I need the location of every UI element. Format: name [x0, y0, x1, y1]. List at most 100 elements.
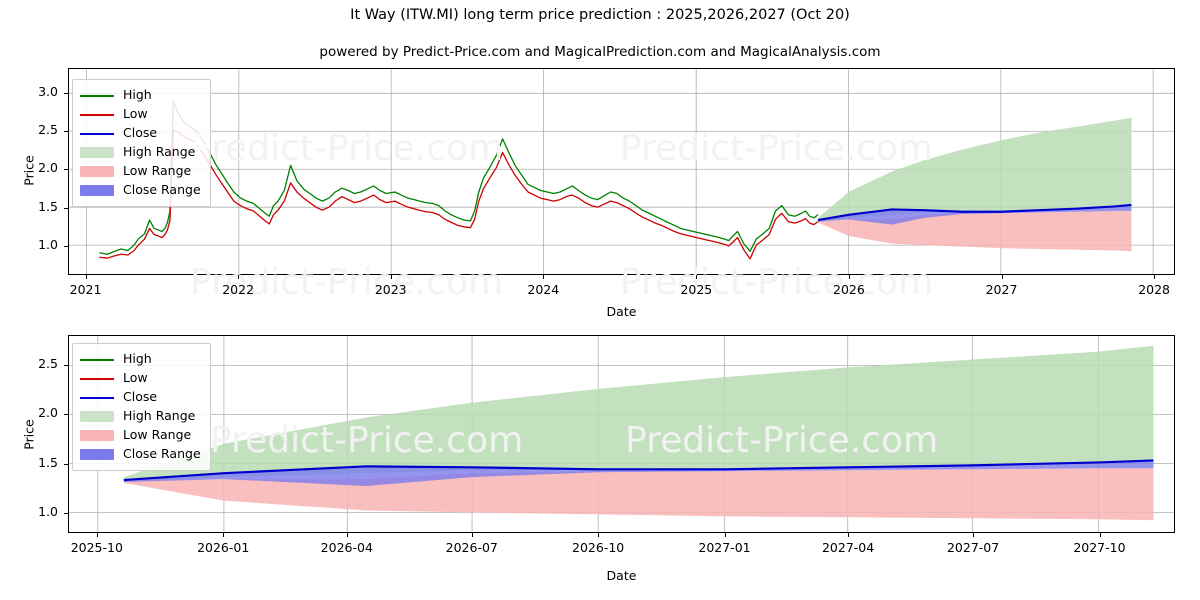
top-y-tick-mark	[64, 169, 68, 171]
top-legend-item-low-range: Low Range	[80, 162, 201, 181]
top-legend-item-high: High	[80, 86, 201, 105]
top-x-tick-label: 2025	[680, 282, 713, 297]
bottom-legend-label: Low Range	[123, 427, 192, 443]
bottom-legend-item-high: High	[80, 350, 201, 369]
top-x-tick-label: 2023	[374, 282, 407, 297]
bottom-y-tick-mark	[64, 414, 68, 416]
top-y-tick-label: 1.0	[38, 236, 58, 252]
bottom-y-tick-label: 2.0	[38, 405, 58, 421]
bottom-x-tick-label: 2027-04	[821, 540, 875, 555]
top-y-tick-mark	[64, 130, 68, 132]
bottom-x-tick-mark	[598, 533, 600, 537]
top-legend-label: Close	[123, 125, 158, 141]
top-x-tick-mark	[543, 275, 545, 279]
bottom-legend-swatch-line	[80, 396, 114, 399]
bottom-legend: High Low Close High Range Low Range Close Ran…	[72, 343, 211, 471]
top-plot-svg	[69, 69, 1174, 274]
bottom-x-tick-mark	[346, 533, 348, 537]
bottom-plot-svg	[69, 336, 1174, 532]
bottom-x-tick-mark	[848, 533, 850, 537]
top-y-tick-label: 1.5	[38, 198, 58, 214]
top-x-tick-label: 2022	[222, 282, 255, 297]
top-legend-label: High Range	[123, 144, 196, 160]
bottom-y-tick-label: 1.5	[38, 454, 58, 470]
top-y-tick-mark	[64, 207, 68, 209]
bottom-x-axis-label: Date	[606, 568, 637, 583]
bottom-x-tick-mark	[973, 533, 975, 537]
top-legend-swatch-line	[80, 113, 114, 116]
bottom-y-tick-mark	[64, 364, 68, 366]
top-legend-swatch-patch	[80, 185, 114, 196]
bottom-x-tick-label: 2026-01	[197, 540, 250, 555]
top-x-tick-label: 2027	[985, 282, 1018, 297]
top-legend-label: Close Range	[123, 182, 201, 198]
top-y-tick-mark	[64, 245, 68, 247]
bottom-x-tick-mark	[223, 533, 225, 537]
bottom-x-tick-mark	[1099, 533, 1101, 537]
bottom-x-tick-mark	[96, 533, 98, 537]
bottom-x-tick-label: 2027-01	[698, 540, 751, 555]
top-x-tick-mark	[390, 275, 392, 279]
bottom-y-tick-mark	[64, 463, 68, 465]
bottom-x-tick-label: 2026-07	[445, 540, 498, 555]
top-legend-swatch-patch	[80, 147, 114, 158]
bottom-legend-label: Close Range	[123, 446, 201, 462]
bottom-y-tick-label: 1.0	[38, 504, 58, 520]
bottom-legend-item-low: Low	[80, 369, 201, 388]
top-x-tick-mark	[696, 275, 698, 279]
top-y-tick-mark	[64, 92, 68, 94]
top-legend-swatch-patch	[80, 166, 114, 177]
bottom-chart-panel	[68, 335, 1175, 533]
top-x-tick-label: 2026	[833, 282, 865, 297]
bottom-legend-item-high-range: High Range	[80, 407, 201, 426]
bottom-legend-label: Low	[123, 370, 148, 386]
top-legend-item-close-range: Close Range	[80, 181, 201, 200]
top-legend-item-low: Low	[80, 105, 201, 124]
bottom-x-tick-label: 2026-10	[572, 540, 625, 555]
bottom-legend-item-low-range: Low Range	[80, 426, 201, 445]
bottom-legend-swatch-patch	[80, 411, 114, 422]
top-x-tick-mark	[1154, 275, 1156, 279]
top-x-tick-mark	[238, 275, 240, 279]
bottom-x-tick-label: 2026-04	[320, 540, 373, 555]
bottom-x-tick-mark	[724, 533, 726, 537]
top-x-axis-label: Date	[606, 304, 637, 319]
top-legend: High Low Close High Range Low Range Close Ran…	[72, 79, 211, 207]
bottom-plot-area	[68, 335, 1175, 533]
top-legend-label: Low	[123, 106, 148, 122]
bottom-legend-label: High	[123, 351, 152, 367]
top-x-tick-mark	[1001, 275, 1003, 279]
bottom-x-tick-label: 2027-10	[1073, 540, 1126, 555]
top-y-tick-label: 3.0	[38, 83, 58, 99]
bottom-y-tick-label: 2.5	[38, 355, 58, 371]
top-x-tick-label: 2021	[69, 282, 102, 297]
bottom-x-tick-label: 2027-07	[946, 540, 1000, 555]
bottom-legend-swatch-line	[80, 358, 114, 361]
bottom-legend-swatch-patch	[80, 449, 114, 460]
bottom-legend-item-close: Close	[80, 388, 201, 407]
page-title: It Way (ITW.MI) long term price predicti…	[350, 7, 850, 23]
top-y-tick-label: 2.5	[38, 121, 58, 137]
bottom-legend-swatch-patch	[80, 430, 114, 441]
top-x-tick-label: 2028	[1138, 282, 1170, 297]
top-x-tick-label: 2024	[527, 282, 560, 297]
top-legend-item-close: Close	[80, 124, 201, 143]
bottom-legend-label: Close	[123, 389, 158, 405]
top-plot-area	[68, 68, 1175, 275]
bottom-y-tick-mark	[64, 513, 68, 515]
top-x-tick-mark	[848, 275, 850, 279]
bottom-legend-label: High Range	[123, 408, 196, 424]
top-legend-label: Low Range	[123, 163, 192, 179]
top-chart-panel	[68, 68, 1175, 275]
bottom-x-tick-label: 2025-10	[70, 540, 123, 555]
top-y-tick-label: 2.0	[38, 160, 58, 176]
top-legend-swatch-line	[80, 132, 114, 135]
bottom-legend-swatch-line	[80, 377, 114, 380]
top-legend-item-high-range: High Range	[80, 143, 201, 162]
top-legend-label: High	[123, 87, 152, 103]
bottom-legend-item-close-range: Close Range	[80, 445, 201, 464]
bottom-x-tick-mark	[471, 533, 473, 537]
top-x-tick-mark	[85, 275, 87, 279]
top-legend-swatch-line	[80, 94, 114, 97]
